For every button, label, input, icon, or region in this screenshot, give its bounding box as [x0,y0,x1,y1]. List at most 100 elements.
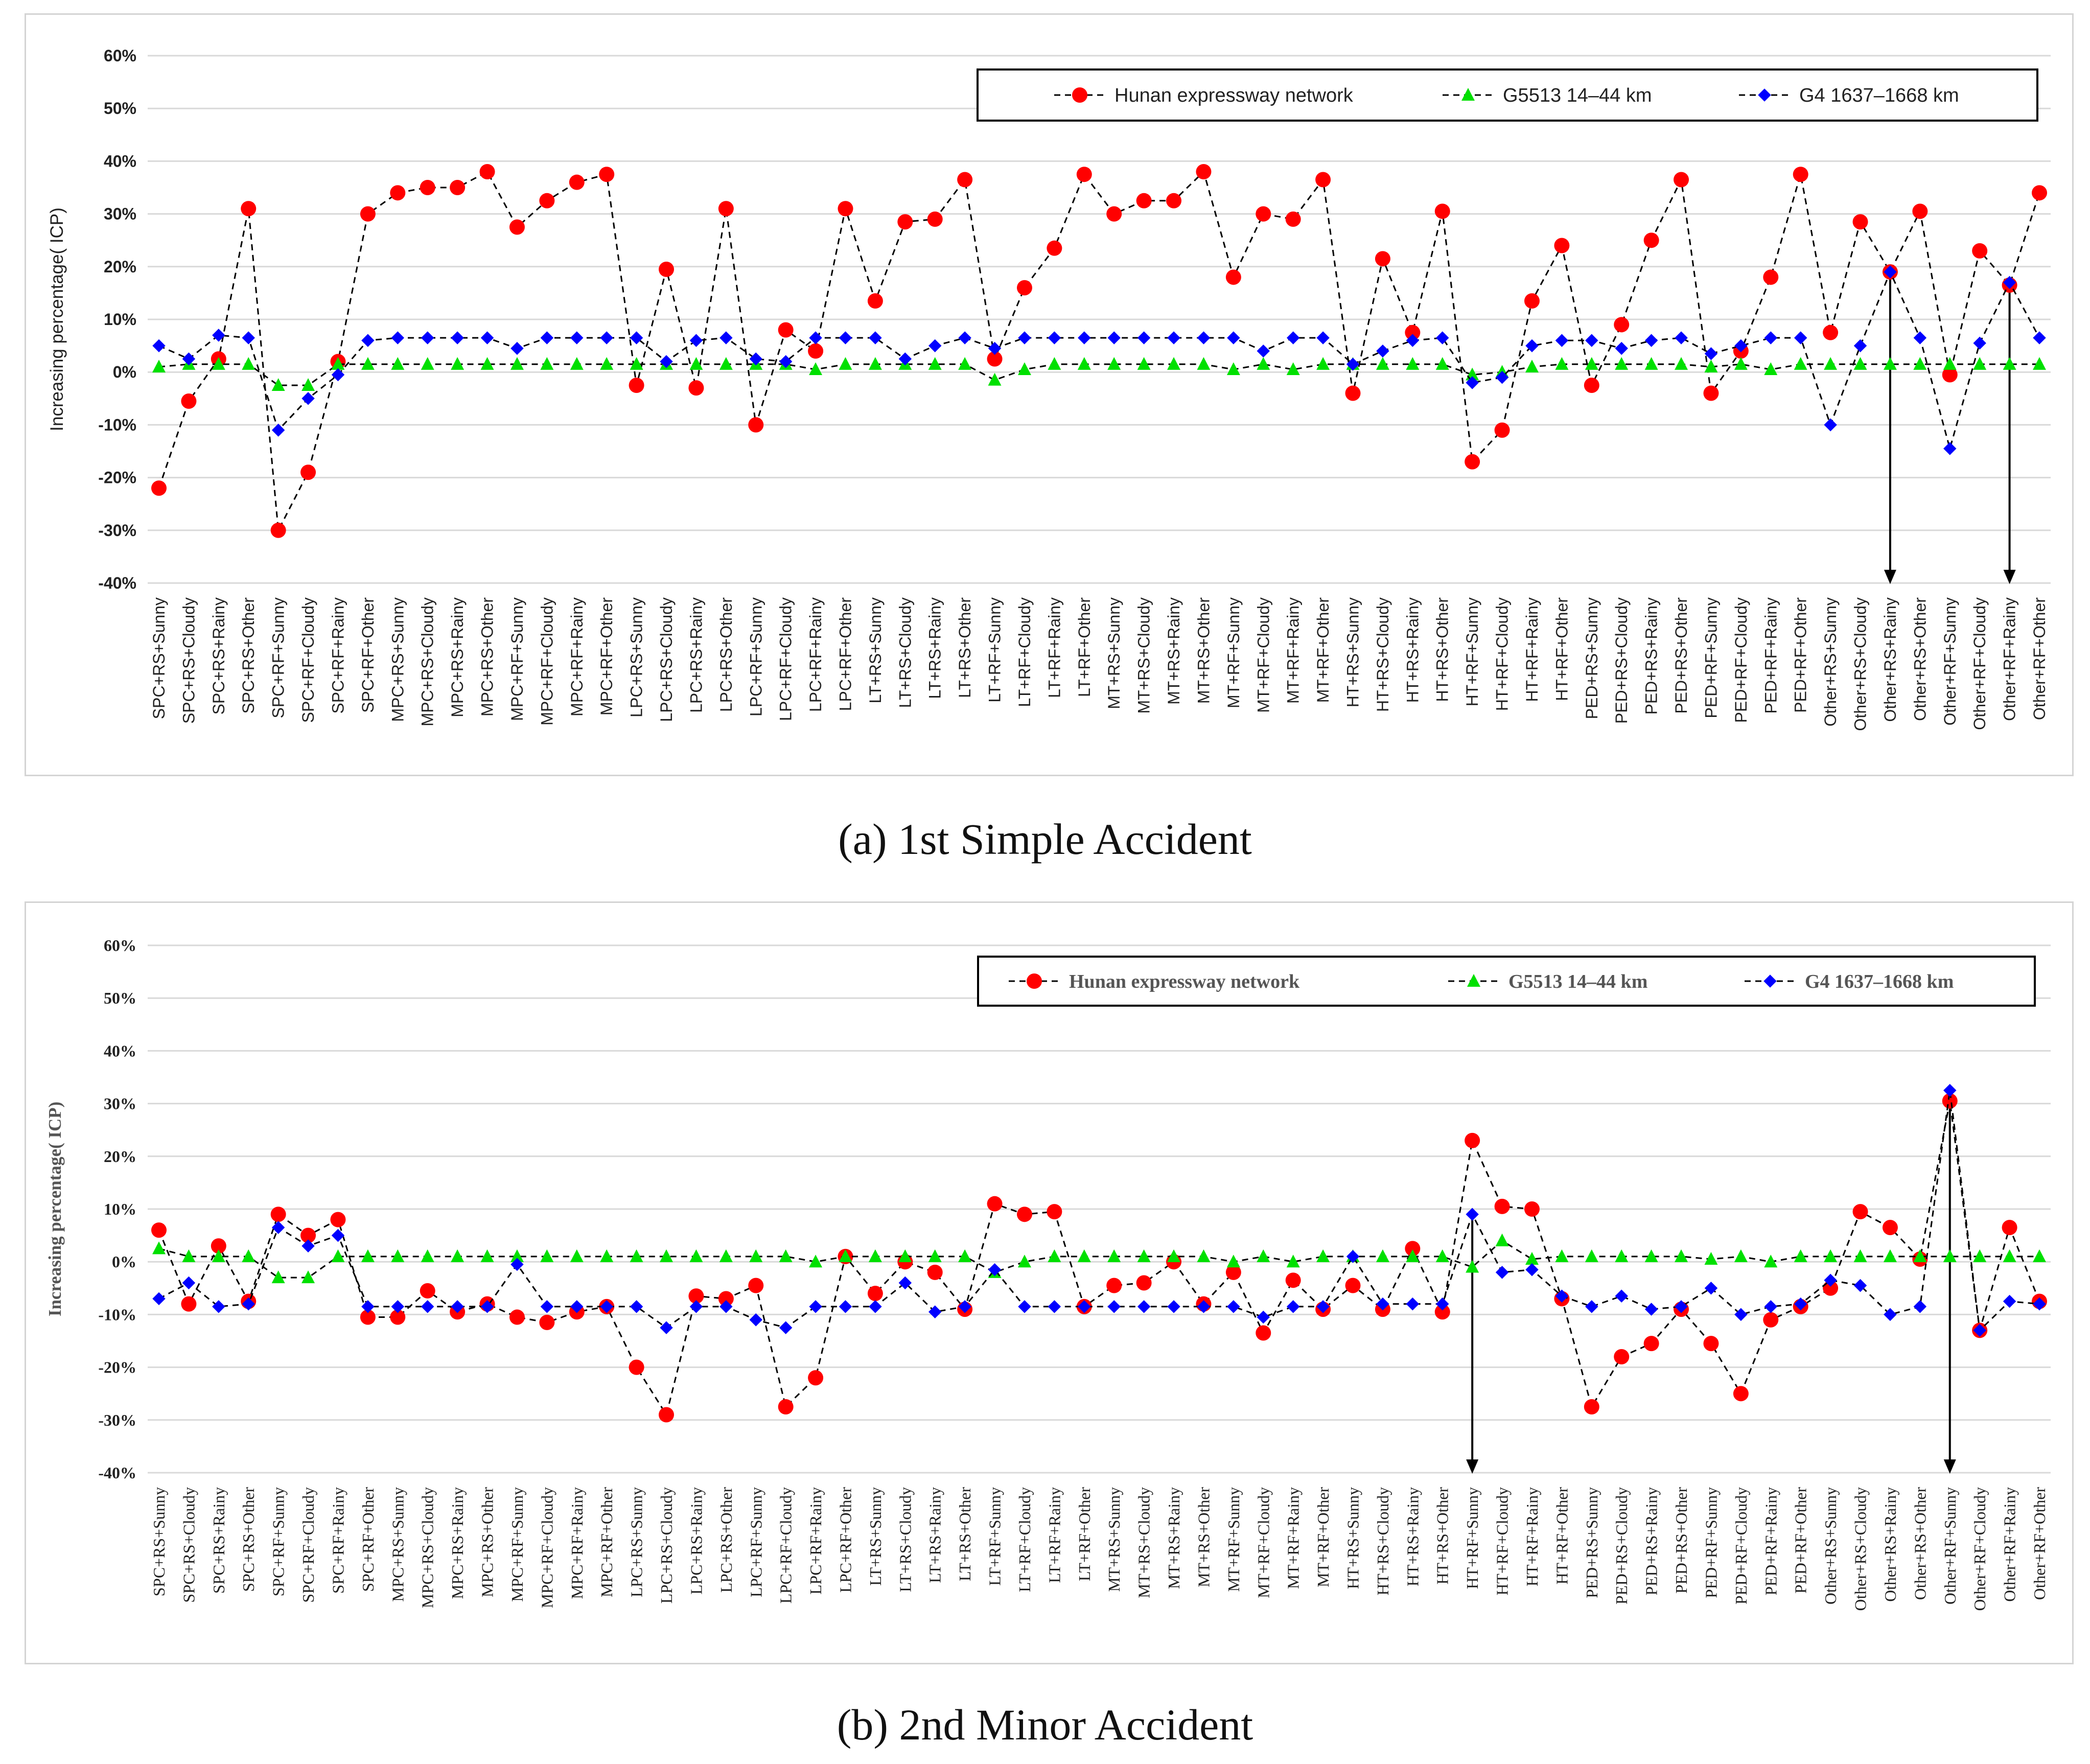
data-point-hunan [838,201,853,217]
x-tick-label: SPC+RF+Cloudy [299,597,317,723]
series-line-g4 [158,1090,2040,1332]
data-point-g4 [869,331,882,344]
legend-label-g4: G4 1637–1668 km [1805,971,1954,992]
data-point-g5513 [1017,1255,1031,1268]
x-tick-label: SPC+RS+Other [239,597,258,714]
data-point-g4 [570,331,584,344]
data-point-g4 [182,352,196,366]
data-point-hunan [1345,385,1361,401]
data-point-g5513 [271,378,285,391]
y-tick-label: 30% [104,1095,136,1113]
data-point-g4 [1734,1308,1748,1321]
data-point-hunan [330,1212,346,1227]
data-point-g5513 [630,1249,643,1262]
data-point-g5513 [331,357,345,370]
data-point-g4 [1644,334,1658,347]
x-tick-label: LPC+RF+Sunny [747,597,765,716]
data-point-hunan [1763,269,1779,285]
data-point-g5513 [1316,357,1330,370]
arrow-head [1943,1459,1956,1474]
data-point-g4 [1137,331,1151,344]
chart-b-svg: 60% 50% 40% 30% 20% 10% 0% -10% -20% -30% -40% Incr… [45,936,2051,1611]
data-point-g5513 [1137,357,1151,370]
data-point-hunan [1465,1132,1480,1148]
x-tick-label: LPC+RS+Cloudy [657,1487,676,1604]
data-point-g5513 [540,1249,554,1262]
x-tick-label: LPC+RF+Cloudy [777,597,795,721]
data-point-g5513 [510,1249,524,1262]
data-point-g5513 [839,357,852,370]
y-tick-label: 30% [104,205,136,223]
series-g5513 [152,1233,2046,1284]
x-tick-label: Other+RF+Sunny [1941,597,1959,726]
x-tick-label: SPC+RF+Other [359,1487,377,1592]
data-point-g5513 [1257,1249,1270,1262]
legend-label-hunan: Hunan expressway network [1069,971,1300,992]
data-point-g5513 [1197,1249,1211,1262]
x-tick-label: HT+RS+Sunny [1344,1487,1362,1589]
data-point-hunan [659,1407,675,1423]
data-point-hunan [1614,317,1630,333]
data-point-hunan [867,293,883,309]
data-point-g5513 [1883,357,1897,370]
y-tick-label: 60% [104,47,136,65]
x-tick-label: SPC+RF+Cloudy [299,1487,317,1603]
series-line-g5513 [158,363,2039,386]
legend: Hunan expressway network G5513 14–44 km G4… [977,956,2036,1007]
x-tick-label: MT+RS+Other [1194,597,1213,704]
data-point-g5513 [1406,1249,1420,1262]
data-point-g5513 [1913,1249,1927,1262]
x-tick-label: Other+RF+Other [2030,1487,2049,1600]
data-point-g4 [1167,331,1180,344]
data-point-g5513 [928,357,942,370]
data-point-g5513 [1644,1249,1658,1262]
data-point-hunan [987,1196,1003,1212]
data-point-hunan [1614,1349,1630,1364]
data-point-g4 [1585,1300,1598,1313]
data-point-g4 [1853,339,1867,353]
y-tick-label: 10% [104,310,136,329]
x-tick-label: PED+RF+Sunny [1702,597,1720,718]
data-point-g4 [1286,331,1300,344]
data-point-hunan [927,211,943,227]
x-tick-label: PED+RF+Rainy [1761,1487,1780,1595]
data-point-hunan [1285,211,1301,227]
data-point-g4 [271,1221,285,1234]
data-point-g4 [1884,1308,1897,1321]
y-tick-label: -40% [98,574,136,592]
x-tick-label: PED+RF+Other [1792,597,1810,713]
x-tick-label: LT+RS+Rainy [926,1487,944,1583]
data-point-g5513 [1704,1252,1718,1265]
data-point-g4 [839,331,852,344]
data-point-g5513 [600,1249,614,1262]
data-point-g5513 [1764,362,1778,376]
data-point-g4 [1227,331,1240,344]
y-axis-title: Increasing percentage( ICP) [47,207,67,431]
data-point-hunan [2002,1220,2017,1236]
data-point-g5513 [1555,357,1569,370]
x-tick-label: Other+RS+Other [1911,1487,1929,1600]
data-point-g5513 [1077,357,1091,370]
y-tick-label: 40% [104,1041,136,1060]
x-tick-label: MPC+RF+Other [597,1487,616,1597]
x-tick-label: LPC+RS+Other [717,1487,735,1593]
x-tick-label: LPC+RF+Rainy [806,1487,825,1594]
x-tick-label: Other+RF+Rainy [2001,1487,2019,1602]
data-point-g5513 [1525,1252,1539,1265]
x-tick-label: PED+RF+Rainy [1761,597,1780,714]
x-tick-label: PED+RS+Cloudy [1612,597,1631,724]
data-point-hunan [778,322,794,338]
data-point-hunan [390,1309,406,1325]
x-tick-label: LT+RF+Cloudy [1015,597,1034,707]
x-tick-label: MT+RS+Rainy [1165,597,1183,705]
y-tick-label: 0% [113,363,136,381]
x-tick-label: PED+RS+Other [1672,597,1690,714]
data-point-g4 [480,331,494,344]
data-point-g5513 [988,373,1002,386]
data-point-g5513 [1943,357,1957,370]
x-tick-label: LPC+RS+Rainy [687,1487,705,1594]
x-tick-label: LT+RS+Other [956,597,974,698]
data-point-g5513 [331,1249,345,1262]
x-tick-label: HT+RF+Sunny [1463,597,1481,706]
data-point-g4 [600,331,613,344]
